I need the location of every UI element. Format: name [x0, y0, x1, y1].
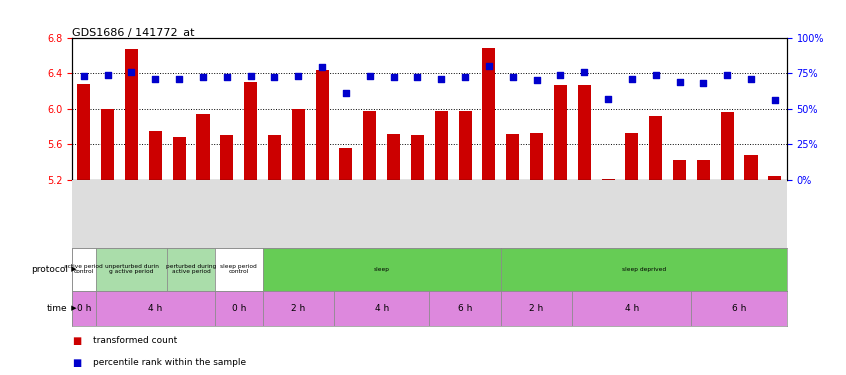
Text: ▶: ▶: [69, 266, 76, 272]
Point: [316, 64, 329, 70]
Bar: [149, 131, 162, 180]
Point: [124, 69, 138, 75]
Bar: [411, 135, 424, 180]
Bar: [572, 291, 691, 326]
Point: [696, 80, 710, 86]
Point: [196, 74, 210, 80]
Text: sleep: sleep: [374, 267, 390, 272]
Bar: [482, 48, 496, 180]
Bar: [691, 291, 787, 326]
Bar: [363, 111, 376, 180]
Bar: [292, 109, 305, 180]
Point: [173, 76, 186, 82]
Bar: [649, 116, 662, 180]
Point: [744, 76, 758, 82]
Text: 0 h: 0 h: [232, 304, 246, 313]
Text: ■: ■: [72, 358, 81, 368]
Bar: [459, 111, 471, 180]
Point: [149, 76, 162, 82]
Bar: [435, 111, 448, 180]
Point: [625, 76, 639, 82]
Bar: [196, 114, 210, 180]
Bar: [316, 70, 328, 180]
Text: sleep deprived: sleep deprived: [622, 267, 666, 272]
Point: [649, 72, 662, 78]
Bar: [268, 135, 281, 180]
Bar: [220, 135, 233, 180]
Point: [768, 97, 782, 103]
Bar: [262, 291, 334, 326]
Bar: [506, 134, 519, 180]
Point: [77, 73, 91, 79]
Bar: [262, 248, 501, 291]
Text: 4 h: 4 h: [624, 304, 639, 313]
Text: 6 h: 6 h: [458, 304, 472, 313]
Bar: [125, 49, 138, 180]
Bar: [501, 291, 572, 326]
Bar: [744, 155, 757, 180]
Point: [267, 74, 281, 80]
Point: [363, 73, 376, 79]
Point: [292, 73, 305, 79]
Point: [459, 74, 472, 80]
Bar: [244, 82, 257, 180]
Bar: [673, 160, 686, 180]
Bar: [334, 291, 429, 326]
Bar: [173, 137, 185, 180]
Text: 6 h: 6 h: [732, 304, 746, 313]
Bar: [768, 176, 782, 180]
Point: [506, 74, 519, 80]
Bar: [554, 85, 567, 180]
Text: 4 h: 4 h: [375, 304, 389, 313]
Point: [435, 76, 448, 82]
Bar: [339, 148, 353, 180]
Bar: [96, 291, 215, 326]
Point: [101, 72, 114, 78]
Point: [410, 74, 424, 80]
Text: 0 h: 0 h: [77, 304, 91, 313]
Text: percentile rank within the sample: percentile rank within the sample: [93, 358, 246, 368]
Bar: [697, 160, 710, 180]
Bar: [578, 85, 591, 180]
Text: transformed count: transformed count: [93, 336, 178, 345]
Text: sleep period
control: sleep period control: [220, 264, 257, 274]
Bar: [72, 248, 96, 291]
Text: protocol: protocol: [30, 265, 68, 274]
Bar: [72, 291, 96, 326]
Point: [244, 73, 257, 79]
Bar: [721, 112, 733, 180]
Point: [721, 72, 734, 78]
Bar: [215, 291, 262, 326]
Bar: [102, 109, 114, 180]
Bar: [602, 179, 614, 180]
Point: [673, 79, 686, 85]
Point: [553, 72, 567, 78]
Text: 4 h: 4 h: [148, 304, 162, 313]
Text: unperturbed durin
g active period: unperturbed durin g active period: [105, 264, 158, 274]
Bar: [168, 248, 215, 291]
Bar: [77, 84, 91, 180]
Point: [602, 96, 615, 102]
Point: [220, 74, 233, 80]
Bar: [429, 291, 501, 326]
Bar: [215, 248, 262, 291]
Bar: [387, 134, 400, 180]
Bar: [96, 248, 168, 291]
Point: [387, 74, 400, 80]
Bar: [501, 248, 787, 291]
Text: GDS1686 / 141772_at: GDS1686 / 141772_at: [72, 27, 195, 38]
Text: active period
control: active period control: [64, 264, 103, 274]
Point: [578, 69, 591, 75]
Bar: [625, 133, 639, 180]
Point: [482, 63, 496, 69]
Point: [530, 77, 543, 83]
Text: ▶: ▶: [69, 305, 76, 311]
Text: ■: ■: [72, 336, 81, 346]
Bar: [530, 133, 543, 180]
Text: 2 h: 2 h: [291, 304, 305, 313]
Text: perturbed during
active period: perturbed during active period: [166, 264, 217, 274]
Text: 2 h: 2 h: [530, 304, 544, 313]
Point: [339, 90, 353, 96]
Text: time: time: [47, 304, 68, 313]
